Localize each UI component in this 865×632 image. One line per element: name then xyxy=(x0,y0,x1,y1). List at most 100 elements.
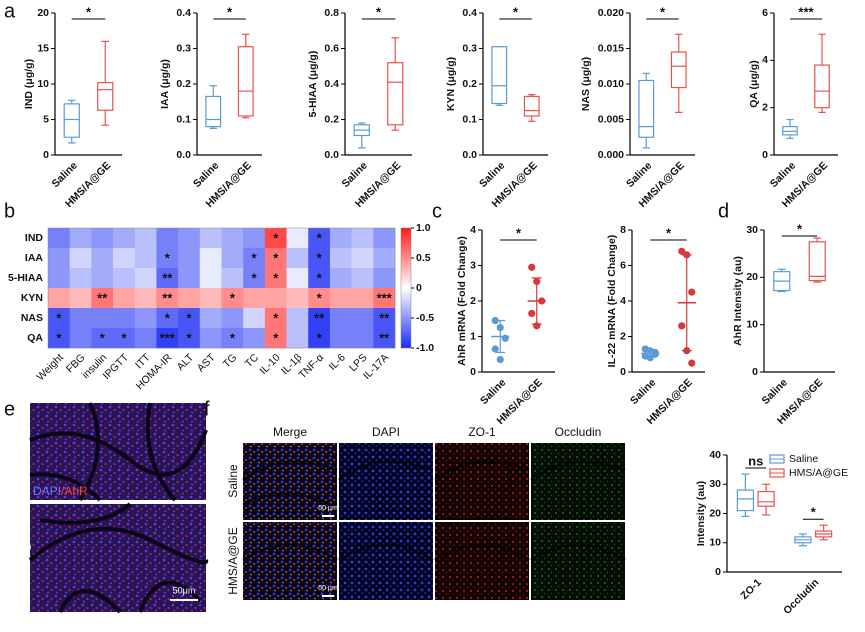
legend-label: HMS/A@GE xyxy=(789,467,848,479)
y-tick-label: 0.4 xyxy=(176,7,191,19)
heatmap-cell xyxy=(221,228,244,249)
heatmap-cell xyxy=(221,328,244,349)
cell-star: * xyxy=(56,330,62,345)
panel-e-images: Saline HMS/A@GE DAPI/AhR 50μm xyxy=(18,402,209,614)
heatmap-cell xyxy=(134,228,157,249)
y-tick-label: 0 xyxy=(620,366,626,378)
heatmap-cell xyxy=(113,308,136,329)
heatmap-cell xyxy=(113,288,136,309)
colorbar-tick-label: 0.5 xyxy=(416,252,431,264)
x-tick-label: Saline xyxy=(628,376,658,406)
heatmap-cell xyxy=(134,288,157,309)
heatmap-cell xyxy=(91,228,114,249)
cell-star: * xyxy=(165,310,171,325)
y-tick-label: 6 xyxy=(620,259,626,271)
y-axis-label: AhR Intensity (au) xyxy=(732,256,744,346)
y-tick-label: 1 xyxy=(470,330,476,342)
box xyxy=(757,490,775,507)
y-tick-label: 20 xyxy=(709,507,721,519)
y-tick-label: 8 xyxy=(620,224,626,236)
cell-star: * xyxy=(165,250,171,265)
heatmap-cell xyxy=(199,228,222,249)
data-point xyxy=(491,345,499,353)
crypt-outline xyxy=(28,502,209,614)
y-tick-label: 20 xyxy=(746,271,758,283)
data-point xyxy=(688,359,696,367)
heatmap-cell xyxy=(243,288,266,309)
heatmap-cell xyxy=(308,268,331,289)
micrograph xyxy=(435,522,529,600)
cell-star: * xyxy=(317,230,323,245)
cell-star: * xyxy=(56,310,62,325)
x-tick-label: Occludin xyxy=(781,577,821,617)
heatmap-cell xyxy=(308,328,331,349)
y-tick-label: 40 xyxy=(709,449,721,461)
y-tick-label: 0 xyxy=(470,366,476,378)
heatmap-cell xyxy=(286,328,309,349)
significance-label: * xyxy=(227,4,233,19)
y-tick-label: 0.0 xyxy=(176,149,191,161)
heatmap-cell xyxy=(113,248,136,269)
panel-label: f xyxy=(204,398,210,420)
y-tick-label: 0.005 xyxy=(598,113,624,125)
y-tick-label: 0.2 xyxy=(324,113,339,125)
scale-label: 50 μm xyxy=(318,505,338,512)
heatmap-cell xyxy=(264,228,287,249)
box xyxy=(808,241,826,282)
column-label: TG xyxy=(221,352,240,371)
cell-star: * xyxy=(317,330,323,345)
heatmap-cell xyxy=(91,288,114,309)
heatmap-cell xyxy=(351,288,374,309)
y-tick-label: 15 xyxy=(37,42,49,54)
heatmap-cell xyxy=(91,328,114,349)
row-label: KYN xyxy=(21,292,43,304)
micrograph xyxy=(243,443,337,520)
heatmap-cell xyxy=(69,268,92,289)
cell-star: * xyxy=(252,270,258,285)
data-point xyxy=(528,263,536,271)
panel-f-images: Merge DAPI ZO-1 Occludin Saline HMS/A@GE… xyxy=(226,425,626,600)
data-point xyxy=(496,355,504,364)
heatmap-cell xyxy=(243,308,266,329)
heatmap-cell xyxy=(351,308,374,329)
heatmap-cell xyxy=(91,248,114,269)
heatmap-cell xyxy=(134,308,157,329)
y-axis-label: AhR mRNA (Fold Change) xyxy=(456,236,468,366)
heatmap-cell xyxy=(308,248,331,269)
heatmap-cell xyxy=(308,308,331,329)
stain-dapi: DAPI xyxy=(33,484,61,498)
y-axis-label: NAS (μg/g) xyxy=(580,57,592,111)
box xyxy=(205,95,222,128)
x-tick-label: Saline xyxy=(49,159,79,189)
colorbar-tick-label: 0 xyxy=(416,282,422,294)
heatmap-cell xyxy=(156,308,179,329)
heatmap-cell xyxy=(69,248,92,269)
cell-star: *** xyxy=(160,330,176,345)
micrograph xyxy=(531,522,625,600)
y-tick-label: 0.6 xyxy=(324,42,339,54)
micrograph xyxy=(531,443,625,520)
y-tick-label: 0 xyxy=(752,366,758,378)
x-tick-label: ZO-1 xyxy=(738,576,764,602)
y-tick-label: 10 xyxy=(37,78,49,90)
y-tick-label: 0.3 xyxy=(462,42,477,54)
box xyxy=(63,103,80,138)
heatmap-cell xyxy=(156,228,179,249)
cell-star: * xyxy=(273,230,279,245)
box xyxy=(670,51,687,89)
box xyxy=(736,489,755,512)
panel-label: a xyxy=(4,0,16,22)
panel-label: e xyxy=(4,398,15,420)
heatmap-cell xyxy=(178,308,201,329)
row-label: QA xyxy=(27,332,43,344)
y-tick-label: 4 xyxy=(470,224,476,236)
heatmap-cell xyxy=(69,328,92,349)
heatmap-cell xyxy=(113,228,136,249)
cell-star: * xyxy=(186,330,192,345)
y-tick-label: 0.1 xyxy=(176,113,191,125)
row-label: 5-HIAA xyxy=(8,272,43,284)
heatmap-cell xyxy=(178,288,201,309)
heatmap-cell xyxy=(243,268,266,289)
heatmap-cell xyxy=(264,308,287,329)
